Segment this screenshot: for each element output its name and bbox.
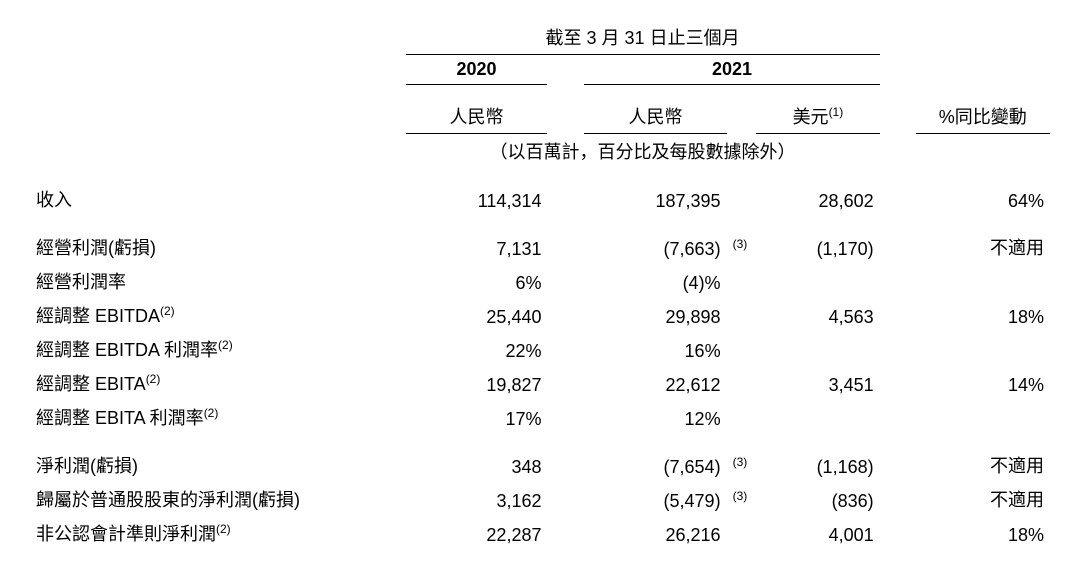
cell-value: 4,001	[756, 516, 879, 550]
cell-value: 64%	[916, 182, 1050, 216]
cell-value: 26,216	[584, 516, 726, 550]
row-label-text: 經調整 EBITA 利潤率	[36, 408, 204, 428]
footnote-mark: (2)	[146, 372, 161, 386]
cell-value: 17%	[406, 400, 548, 434]
row-label: 經調整 EBITA 利潤率(2)	[30, 400, 406, 434]
cell-value: 19,827	[406, 366, 548, 400]
row-label: 收入	[30, 182, 406, 216]
cell-value: 不適用	[916, 230, 1050, 264]
currency-rmb-2021: 人民幣	[584, 99, 726, 134]
row-label: 經調整 EBITDA 利潤率(2)	[30, 332, 406, 366]
footnote-mark: (3)	[733, 237, 748, 251]
cell-value: 18%	[916, 298, 1050, 332]
cell-value: 18%	[916, 516, 1050, 550]
currency-usd-label: 美元	[793, 107, 829, 127]
usd-footnote: (1)	[829, 105, 844, 119]
cell-value: 3,162	[406, 482, 548, 516]
table-row: 經營利潤(虧損) 7,131 (7,663) (3) (1,170) 不適用	[30, 230, 1050, 264]
table-row: 2020 2021	[30, 55, 1050, 85]
footnote-mark: (2)	[204, 406, 219, 420]
cell-value: 22,612	[584, 366, 726, 400]
currency-rmb-2020: 人民幣	[406, 99, 548, 134]
row-label: 經調整 EBITDA(2)	[30, 298, 406, 332]
footnote-mark: (3)	[733, 455, 748, 469]
cell-value: 6%	[406, 264, 548, 298]
cell-value: (7,654)	[584, 448, 726, 482]
row-label-text: 經調整 EBITDA	[36, 306, 160, 326]
row-label-text: 經調整 EBITDA 利潤率	[36, 340, 218, 360]
cell-value: 22%	[406, 332, 548, 366]
financial-table: 截至 3 月 31 日止三個月 2020 2021 人民幣 人民幣 美元(1) …	[30, 20, 1050, 550]
currency-usd-2021: 美元(1)	[756, 99, 879, 134]
row-label: 歸屬於普通股股東的淨利潤(虧損)	[30, 482, 406, 516]
row-label-text: 非公認會計準則淨利潤	[36, 524, 216, 544]
row-label: 經營利潤率	[30, 264, 406, 298]
table-row: 經營利潤率 6% (4)%	[30, 264, 1050, 298]
cell-value: (1,170)	[756, 230, 879, 264]
row-label: 經調整 EBITA(2)	[30, 366, 406, 400]
cell-value: (7,663)	[584, 230, 726, 264]
row-label: 非公認會計準則淨利潤(2)	[30, 516, 406, 550]
table-row: 淨利潤(虧損) 348 (7,654) (3) (1,168) 不適用	[30, 448, 1050, 482]
cell-value: 14%	[916, 366, 1050, 400]
table-row: （以百萬計，百分比及每股數據除外）	[30, 134, 1050, 169]
table-row: 人民幣 人民幣 美元(1) %同比變動	[30, 99, 1050, 134]
footnote-mark: (3)	[733, 489, 748, 503]
footnote-mark: (2)	[218, 338, 233, 352]
period-title: 截至 3 月 31 日止三個月	[406, 20, 880, 55]
cell-value: 7,131	[406, 230, 548, 264]
row-label-text: 經調整 EBITA	[36, 374, 146, 394]
row-label: 經營利潤(虧損)	[30, 230, 406, 264]
footnote-mark: (2)	[216, 522, 231, 536]
cell-value: (836)	[756, 482, 879, 516]
cell-value: 28,602	[756, 182, 879, 216]
cell-value: (4)%	[584, 264, 726, 298]
table-row: 經調整 EBITDA(2) 25,440 29,898 4,563 18%	[30, 298, 1050, 332]
cell-value: 12%	[584, 400, 726, 434]
cell-value: (5,479)	[584, 482, 726, 516]
table-row: 經調整 EBITA 利潤率(2) 17% 12%	[30, 400, 1050, 434]
cell-value: 不適用	[916, 482, 1050, 516]
cell-value: 187,395	[584, 182, 726, 216]
cell-value: 不適用	[916, 448, 1050, 482]
footnote-mark: (2)	[160, 304, 175, 318]
row-label: 淨利潤(虧損)	[30, 448, 406, 482]
table-row: 經調整 EBITDA 利潤率(2) 22% 16%	[30, 332, 1050, 366]
cell-value: 16%	[584, 332, 726, 366]
cell-value: 114,314	[406, 182, 548, 216]
unit-note: （以百萬計，百分比及每股數據除外）	[406, 134, 880, 169]
table-row: 非公認會計準則淨利潤(2) 22,287 26,216 4,001 18%	[30, 516, 1050, 550]
cell-value: 22,287	[406, 516, 548, 550]
year-2020: 2020	[406, 55, 548, 85]
change-header: %同比變動	[916, 99, 1050, 134]
cell-value: 25,440	[406, 298, 548, 332]
table-row: 截至 3 月 31 日止三個月	[30, 20, 1050, 55]
table-row: 經調整 EBITA(2) 19,827 22,612 3,451 14%	[30, 366, 1050, 400]
cell-value: 29,898	[584, 298, 726, 332]
cell-value: (1,168)	[756, 448, 879, 482]
table-row: 歸屬於普通股股東的淨利潤(虧損) 3,162 (5,479) (3) (836)…	[30, 482, 1050, 516]
cell-value: 4,563	[756, 298, 879, 332]
year-2021: 2021	[584, 55, 879, 85]
cell-value: 348	[406, 448, 548, 482]
table-row: 收入 114,314 187,395 28,602 64%	[30, 182, 1050, 216]
cell-value: 3,451	[756, 366, 879, 400]
